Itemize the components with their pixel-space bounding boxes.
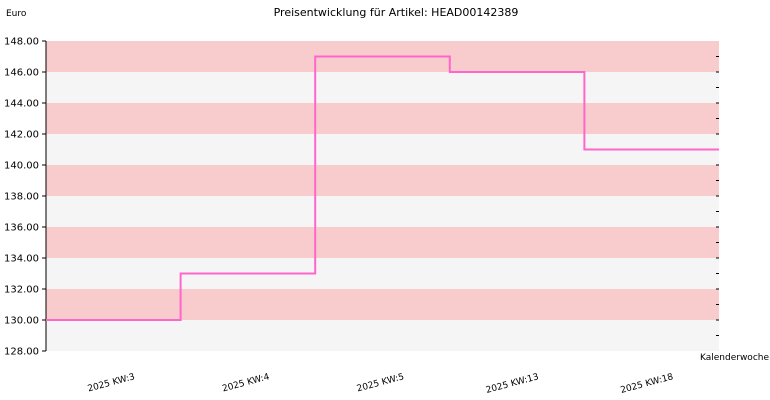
x-axis-label: Kalenderwoche	[700, 353, 769, 363]
y-tick-label: 138.00	[4, 192, 39, 203]
x-tick-label: 2025 KW:4	[221, 372, 271, 394]
x-tick-label: 2025 KW:13	[485, 372, 540, 396]
x-axis-ticks: 2025 KW:3 2025 KW:4 2025 KW:5 2025 KW:13 202…	[87, 372, 675, 396]
grid-band	[46, 320, 719, 351]
y-axis-label: Euro	[6, 9, 27, 19]
x-tick-label: 2025 KW:5	[356, 372, 405, 394]
y-tick-label: 144.00	[4, 99, 39, 110]
y-tick-label: 140.00	[4, 161, 39, 172]
y-tick-label: 146.00	[4, 68, 39, 79]
y-axis-ticks: 128.00 130.00 132.00 134.00 136.00 138.00 140.…	[4, 37, 46, 358]
x-tick-label: 2025 KW:18	[620, 372, 675, 396]
y-tick-label: 136.00	[4, 223, 39, 234]
y-tick-label: 134.00	[4, 254, 39, 265]
grid-band	[46, 72, 719, 103]
background-bands	[46, 41, 719, 351]
grid-band	[46, 165, 719, 196]
chart-title: Preisentwicklung für Artikel: HEAD001423…	[274, 6, 519, 19]
y-tick-label: 132.00	[4, 285, 39, 296]
y-tick-label: 148.00	[4, 37, 39, 48]
y-tick-label: 142.00	[4, 130, 39, 141]
y-tick-label: 130.00	[4, 316, 39, 327]
grid-band	[46, 103, 719, 134]
series-group	[46, 55, 719, 321]
x-tick-label: 2025 KW:3	[87, 372, 136, 394]
grid-band	[46, 196, 719, 227]
y-tick-label: 128.00	[4, 347, 39, 358]
grid-band	[46, 258, 719, 289]
grid-band	[46, 289, 719, 320]
series-line	[46, 55, 719, 321]
grid-band	[46, 227, 719, 258]
